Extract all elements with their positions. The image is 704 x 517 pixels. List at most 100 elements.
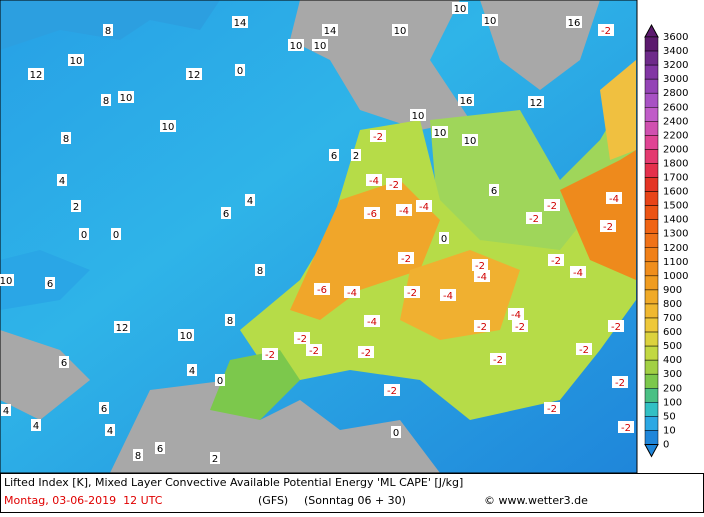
label-box — [512, 320, 528, 332]
contour-label: 6 — [331, 151, 337, 162]
footer-credit: © www.wetter3.de — [484, 494, 588, 507]
label-box — [490, 353, 506, 365]
label-box — [370, 130, 386, 142]
legend-label: 700 — [663, 313, 682, 324]
label-box — [235, 64, 245, 76]
label-box — [111, 228, 121, 240]
legend-arrow-top — [644, 23, 659, 38]
contour-label: -2 — [387, 386, 397, 397]
label-box — [384, 384, 400, 396]
label-box — [288, 39, 304, 51]
label-box — [439, 232, 449, 244]
label-box — [364, 315, 380, 327]
contour-label: 6 — [47, 279, 53, 290]
legend-label: 1300 — [663, 229, 688, 240]
legend-swatch — [644, 64, 659, 80]
contour-label: 0 — [393, 428, 399, 439]
legend-swatch — [644, 177, 659, 192]
label-box — [440, 289, 456, 301]
label-box — [215, 374, 225, 386]
contour-label: -2 — [373, 132, 383, 143]
label-box — [344, 286, 360, 298]
legend-swatch — [644, 149, 659, 164]
contour-label: 10 — [454, 4, 467, 15]
label-box — [245, 194, 255, 206]
contour-label: 2 — [353, 151, 359, 162]
contour-label: 12 — [116, 323, 129, 334]
label-box — [306, 344, 322, 356]
legend-swatch — [644, 317, 659, 333]
label-box — [155, 442, 165, 454]
label-box — [322, 24, 338, 36]
legend-label: 1100 — [663, 257, 688, 268]
legend-swatch — [644, 205, 659, 220]
legend-label: 3000 — [663, 74, 688, 85]
legend-label: 100 — [663, 397, 682, 408]
label-box — [225, 314, 235, 326]
label-box — [101, 94, 111, 106]
label-box — [474, 270, 490, 282]
label-box — [566, 16, 582, 28]
contour-label: -4 — [609, 194, 619, 205]
legend-label: 3200 — [663, 60, 688, 71]
contour-label: 14 — [234, 18, 247, 29]
contour-label: 6 — [61, 358, 67, 369]
contour-label: 6 — [101, 404, 107, 415]
contour-label: 0 — [113, 230, 119, 241]
legend-label: 200 — [663, 383, 682, 394]
legend-swatch — [644, 303, 659, 319]
label-box — [452, 2, 468, 14]
contour-label: 12 — [530, 98, 543, 109]
label-box — [31, 419, 41, 431]
contour-label: -2 — [547, 404, 557, 415]
contour-label: 6 — [223, 209, 229, 220]
contour-label: 0 — [217, 376, 223, 387]
contour-label: -4 — [573, 268, 583, 279]
label-box — [398, 252, 414, 264]
contour-label: -2 — [601, 26, 611, 37]
legend-swatch — [644, 430, 659, 445]
footer-run: (Sonntag 06 + 30) — [304, 494, 406, 507]
label-box — [600, 220, 616, 232]
label-box — [508, 308, 524, 320]
label-box — [396, 204, 412, 216]
legend-swatch — [644, 373, 659, 389]
contour-label: 4 — [33, 421, 39, 432]
label-box — [458, 94, 474, 106]
footer-box — [0, 473, 704, 513]
contour-label: 4 — [59, 176, 65, 187]
legend-arrow-bottom — [644, 443, 659, 458]
contour-label: -2 — [529, 214, 539, 225]
label-box — [570, 266, 586, 278]
label-box — [59, 356, 69, 368]
legend-label: 10 — [663, 425, 676, 436]
legend-label: 1800 — [663, 158, 688, 169]
legend-label: 1700 — [663, 173, 688, 184]
legend-label: 400 — [663, 355, 682, 366]
contour-label: 4 — [247, 196, 253, 207]
label-box — [392, 24, 408, 36]
contour-label: 4 — [3, 406, 9, 417]
contour-label: 4 — [189, 366, 195, 377]
contour-label: 10 — [290, 41, 303, 52]
legend-swatch — [644, 402, 659, 417]
contour-label: -2 — [551, 256, 561, 267]
label-box — [178, 329, 194, 341]
label-box — [103, 24, 113, 36]
contour-label: 4 — [107, 426, 113, 437]
contour-label: 8 — [257, 266, 263, 277]
legend-label: 0 — [663, 439, 669, 450]
contour-label: -2 — [477, 322, 487, 333]
contour-label: -4 — [367, 317, 377, 328]
label-box — [1, 404, 11, 416]
legend-swatch — [644, 416, 659, 431]
contour-label: 8 — [63, 134, 69, 145]
contour-label: 10 — [70, 56, 83, 67]
legend-label: 2200 — [663, 130, 688, 141]
label-box — [606, 192, 622, 204]
contour-label: 8 — [135, 451, 141, 462]
contour-label: -2 — [621, 423, 631, 434]
contour-label: 10 — [434, 128, 447, 139]
contour-label: 0 — [441, 234, 447, 245]
